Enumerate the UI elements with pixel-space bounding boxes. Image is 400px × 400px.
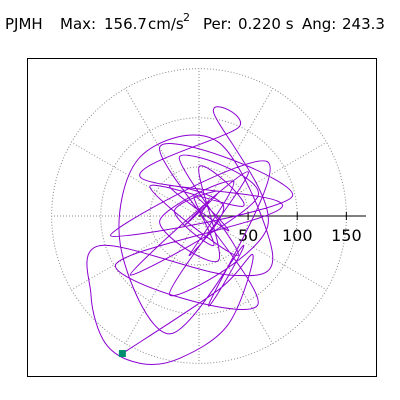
max-value: 156.7	[104, 15, 147, 33]
trace	[86, 106, 293, 366]
max-label: Max:	[60, 15, 96, 33]
r-tick-label: 100	[282, 226, 313, 245]
r-tick-label: 150	[331, 226, 362, 245]
plot-frame	[27, 58, 377, 377]
angle: 243.3	[342, 15, 385, 33]
unit: cm/s	[148, 15, 184, 33]
spoke	[198, 141, 327, 217]
spoke	[198, 88, 274, 217]
station: PJMH	[5, 15, 43, 33]
angle-label: Ang:	[302, 15, 336, 33]
r-tick-label: 50	[238, 226, 258, 245]
spoke	[198, 215, 327, 291]
end-marker	[118, 350, 126, 358]
unit-power: 2	[183, 11, 190, 24]
spoke	[124, 215, 200, 344]
period: 0.220 s	[238, 15, 294, 33]
period-label: Per:	[203, 15, 232, 33]
